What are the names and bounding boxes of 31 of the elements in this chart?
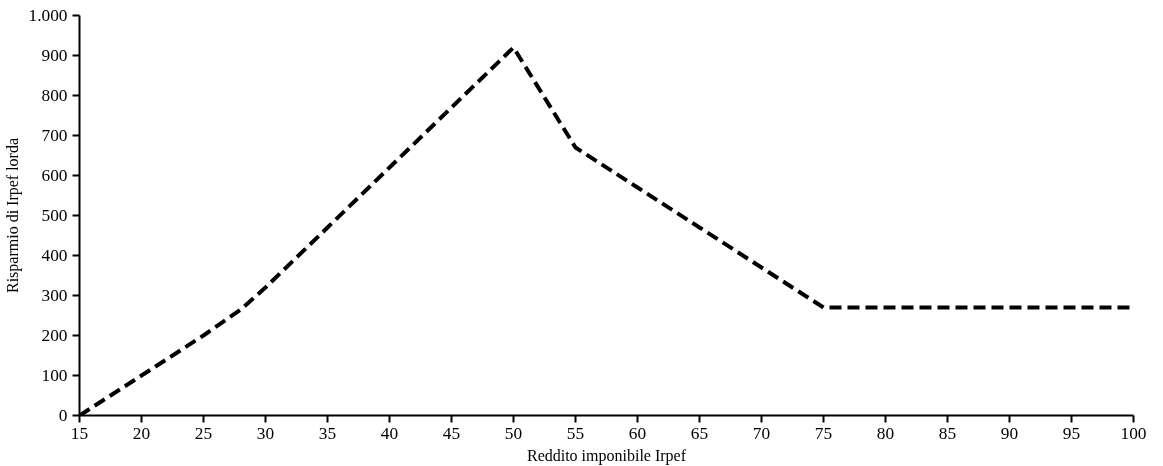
x-tick-label: 30 [256,423,275,443]
x-tick-label: 50 [504,423,523,443]
x-tick-label: 90 [1000,423,1019,443]
y-tick-label: 400 [41,246,68,265]
y-tick-label: 100 [41,366,68,385]
y-axis-title: Risparmio di Irpef lorda [3,137,22,294]
x-tick-label: 35 [318,423,337,443]
x-tick-label: 45 [442,423,461,443]
x-tick-label: 95 [1062,423,1081,443]
y-tick-label: 200 [41,326,68,345]
x-tick-label: 70 [752,423,771,443]
y-tick-label: 1.000 [28,6,68,25]
y-tick-label: 500 [41,206,68,225]
y-tick-label: 800 [41,86,68,105]
x-tick-label: 40 [380,423,399,443]
y-tick-label: 300 [41,286,68,305]
x-tick-label: 25 [194,423,213,443]
x-tick-label: 15 [70,423,89,443]
x-tick-label: 85 [938,423,957,443]
y-tick-label: 900 [41,46,68,65]
x-tick-label: 100 [1120,423,1147,443]
y-tick-label: 600 [41,166,68,185]
x-tick-label: 20 [132,423,151,443]
x-tick-label: 75 [814,423,833,443]
x-axis-title: Reddito imponibile Irpef [526,446,687,465]
y-tick-label: 0 [58,406,68,425]
x-tick-label: 55 [566,423,585,443]
x-tick-label: 60 [628,423,647,443]
x-tick-label: 65 [690,423,709,443]
y-tick-label: 700 [41,126,68,145]
x-tick-label: 80 [876,423,895,443]
